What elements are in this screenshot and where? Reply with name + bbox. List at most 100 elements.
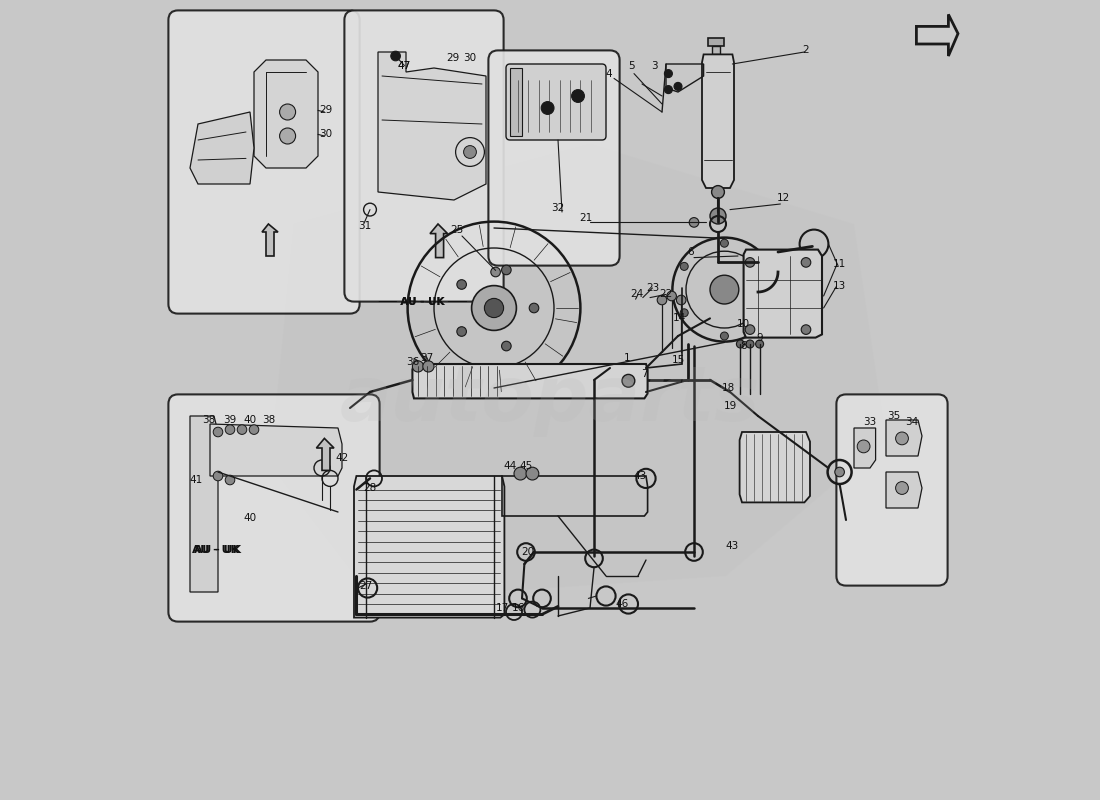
Text: 30: 30 xyxy=(463,53,476,62)
Circle shape xyxy=(680,262,689,270)
Circle shape xyxy=(484,298,504,318)
Text: 3: 3 xyxy=(651,61,658,70)
Circle shape xyxy=(801,258,811,267)
Polygon shape xyxy=(514,80,522,132)
Text: 5: 5 xyxy=(628,61,635,70)
Circle shape xyxy=(456,280,466,290)
Text: 38: 38 xyxy=(262,415,275,425)
Circle shape xyxy=(463,146,476,158)
Circle shape xyxy=(238,425,246,434)
Text: 18: 18 xyxy=(722,383,735,393)
Circle shape xyxy=(720,332,728,340)
Text: 40: 40 xyxy=(243,514,256,523)
Circle shape xyxy=(680,309,689,317)
Circle shape xyxy=(736,340,745,348)
Circle shape xyxy=(502,265,512,274)
Polygon shape xyxy=(210,424,342,476)
Polygon shape xyxy=(586,80,595,132)
Text: 6: 6 xyxy=(688,247,694,257)
Text: 39: 39 xyxy=(223,415,236,425)
Text: 41: 41 xyxy=(190,475,204,485)
Circle shape xyxy=(712,186,725,198)
Polygon shape xyxy=(354,476,505,618)
Text: 34: 34 xyxy=(905,417,918,426)
Text: 45: 45 xyxy=(519,461,532,470)
Polygon shape xyxy=(254,60,318,168)
Text: 36: 36 xyxy=(406,357,419,366)
Polygon shape xyxy=(190,112,254,184)
Text: 46: 46 xyxy=(615,599,628,609)
Circle shape xyxy=(895,482,909,494)
Text: 7: 7 xyxy=(641,370,648,379)
Polygon shape xyxy=(886,472,922,508)
Text: 25: 25 xyxy=(450,226,463,235)
Polygon shape xyxy=(576,80,584,132)
Text: 22: 22 xyxy=(659,290,672,299)
Circle shape xyxy=(676,295,686,305)
Circle shape xyxy=(760,309,769,317)
Text: 21: 21 xyxy=(580,213,593,222)
Polygon shape xyxy=(535,80,542,132)
Circle shape xyxy=(756,340,763,348)
Text: 47: 47 xyxy=(398,61,411,70)
Polygon shape xyxy=(886,420,922,456)
Circle shape xyxy=(250,425,258,434)
Polygon shape xyxy=(412,364,648,398)
Text: 29: 29 xyxy=(319,106,332,115)
Polygon shape xyxy=(916,14,958,56)
Text: 1: 1 xyxy=(625,353,631,362)
Polygon shape xyxy=(190,416,218,592)
FancyBboxPatch shape xyxy=(836,394,947,586)
Circle shape xyxy=(801,325,811,334)
Text: autoparts: autoparts xyxy=(340,363,760,437)
Text: 20: 20 xyxy=(521,547,535,557)
Text: 19: 19 xyxy=(724,402,737,411)
Circle shape xyxy=(664,70,672,78)
Polygon shape xyxy=(378,52,486,200)
Polygon shape xyxy=(556,80,563,132)
Text: 11: 11 xyxy=(833,259,846,269)
Circle shape xyxy=(895,432,909,445)
Text: 17: 17 xyxy=(495,603,508,613)
FancyBboxPatch shape xyxy=(168,10,360,314)
Circle shape xyxy=(690,218,698,227)
Text: 32: 32 xyxy=(551,203,564,213)
Text: 12: 12 xyxy=(777,194,790,203)
Circle shape xyxy=(674,82,682,90)
Circle shape xyxy=(760,262,769,270)
Text: 4: 4 xyxy=(605,70,612,79)
Text: 44: 44 xyxy=(504,461,517,470)
Text: 27: 27 xyxy=(360,581,373,590)
Circle shape xyxy=(422,361,435,372)
Text: 43: 43 xyxy=(632,471,646,481)
Text: 31: 31 xyxy=(358,221,371,230)
Text: 10: 10 xyxy=(737,319,750,329)
Text: 37: 37 xyxy=(420,353,433,362)
Circle shape xyxy=(502,342,512,351)
Text: 14: 14 xyxy=(673,314,686,323)
Text: 42: 42 xyxy=(336,453,349,462)
Circle shape xyxy=(213,471,223,481)
Polygon shape xyxy=(317,438,334,470)
Circle shape xyxy=(835,467,845,477)
FancyBboxPatch shape xyxy=(488,50,619,266)
Polygon shape xyxy=(430,224,448,258)
Text: 15: 15 xyxy=(671,355,684,365)
Circle shape xyxy=(572,90,584,102)
Text: 24: 24 xyxy=(630,290,644,299)
Polygon shape xyxy=(566,80,574,132)
FancyBboxPatch shape xyxy=(506,64,606,140)
Text: 28: 28 xyxy=(363,483,376,493)
Text: 16: 16 xyxy=(512,603,525,613)
Text: 35: 35 xyxy=(888,411,901,421)
Polygon shape xyxy=(744,250,822,338)
Circle shape xyxy=(529,303,539,313)
Text: AU - UK: AU - UK xyxy=(194,546,241,555)
Polygon shape xyxy=(739,432,810,502)
Circle shape xyxy=(491,267,501,277)
Text: 33: 33 xyxy=(864,417,877,426)
Text: 9: 9 xyxy=(757,333,763,342)
Circle shape xyxy=(472,286,516,330)
Text: 30: 30 xyxy=(319,130,332,139)
Circle shape xyxy=(279,128,296,144)
